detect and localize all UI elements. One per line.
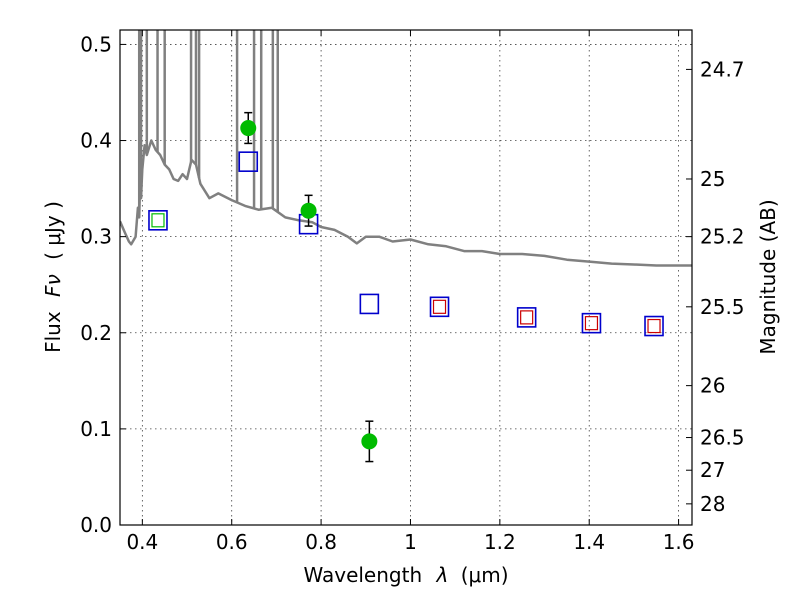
x-axis-label-text: Wavelength (303, 563, 422, 587)
plot-frame (119, 29, 693, 526)
model-spectrum-line (120, 139, 692, 267)
model-band-marker (581, 312, 602, 334)
y-tick-label: 0.1 (80, 417, 112, 441)
x-axis-label: Wavelength λ (μm) (303, 563, 508, 587)
y2-axis-label: Magnitude (AB) (756, 199, 780, 354)
y-axis-unit: ( μJy ) (41, 201, 65, 260)
y-axis-symbol: Fν (41, 274, 65, 297)
model-band-marker (148, 210, 168, 231)
y-axis-label-text: Flux (41, 311, 65, 353)
model-band-inner-marker (151, 213, 165, 228)
y2-tick-label: 25.5 (700, 295, 745, 319)
model-band-marker (429, 296, 450, 318)
axis-ticks: 0.4 0.6 0.8 1 1.2 1.4 1.6 0.0 0.1 0.2 0.3 0.4 0.5 24.… (80, 30, 745, 554)
x-tick-label: 1 (404, 530, 417, 554)
observed-point (361, 433, 378, 450)
x-tick-label: 1.4 (573, 530, 605, 554)
x-tick-label: 1.2 (484, 530, 516, 554)
grid (120, 30, 692, 525)
x-axis-unit: (μm) (461, 563, 509, 587)
model-band-inner-marker (647, 318, 661, 334)
model-band-inner-marker (520, 310, 534, 325)
y2-tick-label: 26 (700, 374, 725, 398)
observed-point (240, 120, 257, 137)
y-axis-label: Flux Fν ( μJy ) (41, 201, 65, 353)
model-band-inner-marker (432, 299, 447, 314)
y2-tick-label: 25 (700, 167, 725, 191)
y2-tick-label: 28 (700, 492, 725, 516)
model-band-marker (359, 293, 380, 315)
model-band-marker (644, 315, 664, 337)
model-band-marker (516, 307, 537, 328)
plot-data (120, 30, 692, 463)
y-tick-label: 0.0 (80, 513, 112, 537)
model-band-inner-marker (584, 316, 599, 331)
y2-tick-label: 24.7 (700, 57, 745, 81)
y-tick-label: 0.4 (80, 129, 112, 153)
x-tick-label: 0.8 (305, 530, 337, 554)
y-tick-label: 0.3 (80, 225, 112, 249)
model-band-marker (238, 151, 259, 172)
y-tick-label: 0.5 (80, 32, 112, 56)
y2-tick-label: 26.5 (700, 426, 745, 450)
x-tick-label: 1.6 (663, 530, 695, 554)
x-tick-label: 0.4 (126, 530, 158, 554)
observed-point (300, 202, 317, 219)
y2-tick-label: 27 (700, 458, 725, 482)
x-axis-symbol: λ (436, 563, 449, 587)
x-tick-label: 0.6 (216, 530, 248, 554)
y-tick-label: 0.2 (80, 321, 112, 345)
y2-tick-label: 25.2 (700, 225, 745, 249)
